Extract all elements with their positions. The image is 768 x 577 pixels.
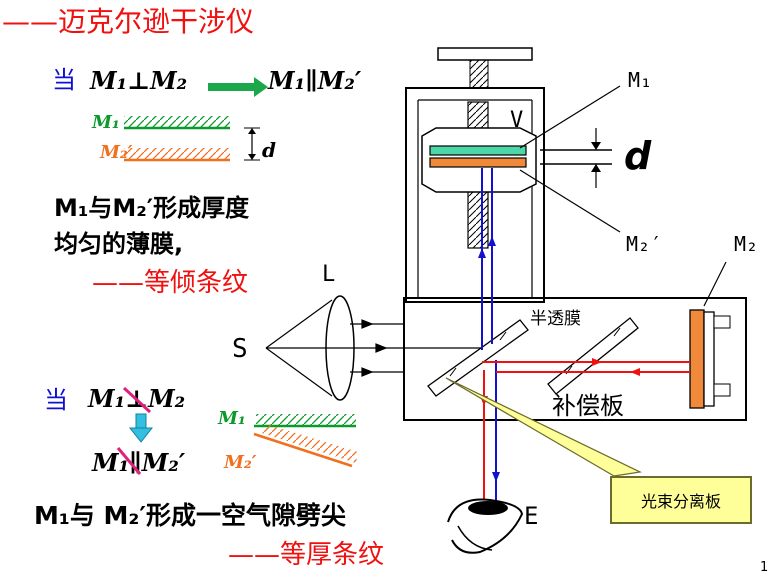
label-half-mirror: 半透膜 <box>530 309 581 329</box>
mirror-m1-bar <box>429 145 527 156</box>
label-M1: M₁ <box>628 68 653 92</box>
label-compensator: 补偿板 <box>552 392 624 420</box>
upper-housing <box>405 87 545 303</box>
case1-mirror-m1 <box>124 116 230 130</box>
case1-label-m1: M₁ <box>92 112 120 133</box>
callout-beam-splitter: 光束分离板 <box>610 476 752 524</box>
eye-E <box>447 498 524 554</box>
leader-M1 <box>519 85 621 149</box>
label-V: V <box>510 108 524 133</box>
case1-gap-marker <box>244 127 260 161</box>
case2-strike-top <box>122 386 152 414</box>
case1-mirror-m2p <box>124 148 230 162</box>
case1-relation-left: M₁⊥M₂ <box>90 66 188 95</box>
case2-mirror-m1 <box>254 414 356 428</box>
red-beam <box>480 358 690 512</box>
label-eye-E: E <box>524 502 539 530</box>
case1-relation-right: M₁∥M₂′ <box>268 66 362 95</box>
compensator-plate <box>547 317 639 395</box>
label-source-S: S <box>232 334 248 364</box>
source-rays <box>265 299 488 397</box>
case2-mirror-m2p <box>253 424 358 468</box>
leader-M2p <box>519 169 621 233</box>
page-title: ——迈克尔逊干涉仪 <box>2 5 255 38</box>
case1-desc-line2: 均匀的薄膜, <box>54 230 184 258</box>
mirror-m2p-bar <box>429 157 527 168</box>
mirror-M2 <box>689 261 731 409</box>
label-lens-L: L <box>322 262 336 287</box>
case2-when: 当 <box>44 386 68 414</box>
case1-result: ——等倾条纹 <box>92 268 249 298</box>
case2-label-m2p: M₂′ <box>224 452 257 473</box>
case1-desc-line1: M₁与M₂′形成厚度 <box>54 194 250 222</box>
case1-when: 当 <box>52 66 76 94</box>
micrometer-screw <box>437 47 533 89</box>
beam-splitter <box>427 319 529 397</box>
mirror-carriage <box>421 127 537 193</box>
lower-housing <box>403 297 747 421</box>
implication-arrow <box>208 77 268 97</box>
page-number: 1 <box>760 560 768 575</box>
case2-label-m1: M₁ <box>218 408 246 429</box>
case2-desc: M₁与 M₂′形成一空气隙劈尖 <box>34 501 346 530</box>
callout-pointer <box>445 377 642 477</box>
case2-result: ——等厚条纹 <box>228 540 385 570</box>
label-M2-prime: M₂′ <box>626 232 663 256</box>
case2-strike-bottom <box>116 447 142 475</box>
label-M2: M₂ <box>734 232 759 256</box>
case1-label-d: d <box>262 138 276 162</box>
blue-beam <box>478 168 500 512</box>
gap-d-indicator <box>540 128 612 188</box>
label-gap-d: d <box>624 134 652 178</box>
case2-down-arrow <box>128 413 154 443</box>
